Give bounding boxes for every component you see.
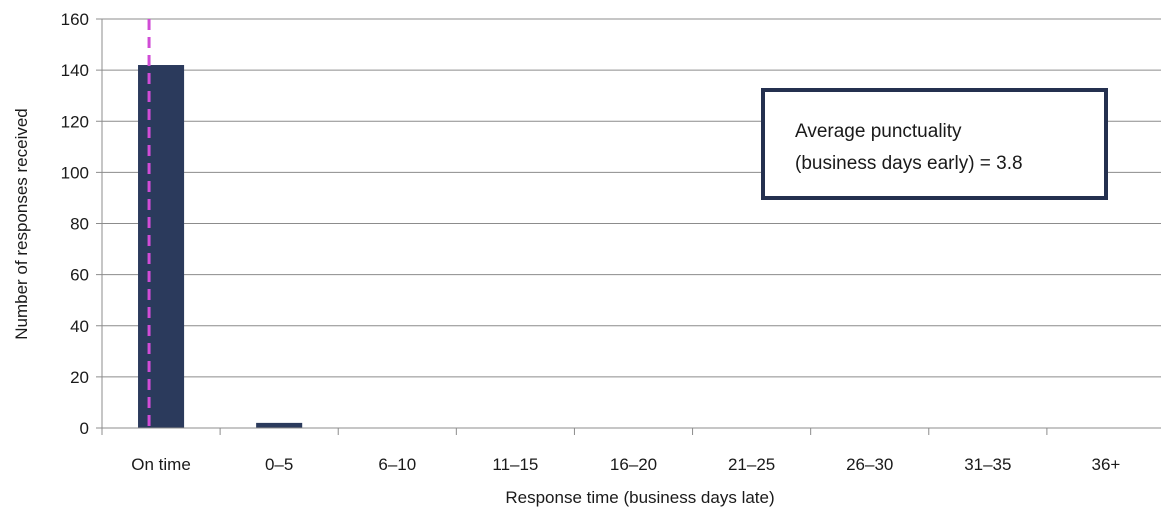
annotation-box: Average punctuality (business days early… [761,88,1108,200]
bars [138,65,303,428]
x-tick-label: 0–5 [265,455,293,474]
y-tick-label: 100 [61,163,89,182]
y-tick-label: 160 [61,10,89,29]
y-tick-label: 140 [61,61,89,80]
bar [138,65,185,428]
y-tick-label: 60 [70,266,89,285]
x-tick-label: 26–30 [846,455,893,474]
axes [101,19,1161,435]
y-tick-label: 0 [80,419,89,438]
x-tick-labels: On time 0–5 6–10 11–15 16–20 21–25 26–30 31–35 3… [131,455,1120,474]
x-tick-label: 16–20 [610,455,657,474]
annotation-border [761,88,1108,200]
y-tick-label: 120 [61,112,89,131]
y-tick-label: 80 [70,215,89,234]
x-axis-title: Response time (business days late) [505,488,774,507]
x-tick-label: 31–35 [964,455,1011,474]
x-tick-label: 11–15 [492,455,538,474]
y-axis-title: Number of responses received [12,108,31,340]
x-tick-label: 6–10 [378,455,416,474]
annotation-line-1: Average punctuality [795,121,962,142]
x-tick-label: On time [131,455,191,474]
x-tick-label: 36+ [1092,455,1121,474]
x-tick-label: 21–25 [728,455,775,474]
gridlines [96,18,1161,429]
y-tick-label: 40 [70,317,89,336]
bar [256,422,303,428]
y-tick-label: 20 [70,368,89,387]
annotation-line-2: (business days early) = 3.8 [795,153,1023,174]
y-tick-labels: 0 20 40 60 80 100 120 140 160 [61,10,89,438]
